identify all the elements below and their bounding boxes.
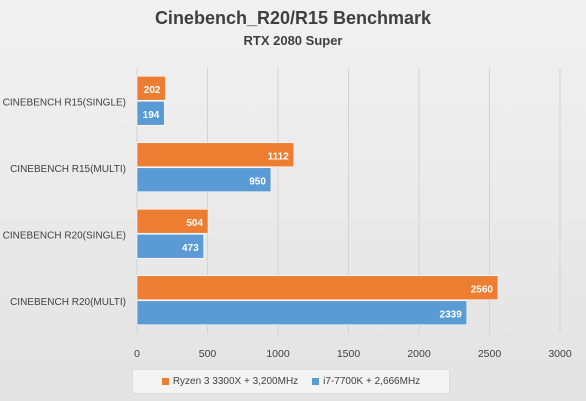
legend-swatch-series-0 — [161, 378, 169, 385]
bar-series-0-cat-1 — [136, 142, 295, 168]
data-label-series-1-cat-1: 950 — [249, 176, 266, 187]
data-label-series-0-cat-1: 1112 — [268, 151, 290, 162]
category-label-1: CINEBENCH R15(MULTI) — [10, 164, 126, 175]
chart-title: Cinebench_R20/R15 Benchmark — [154, 8, 432, 28]
x-tick-label-4: 2000 — [407, 348, 431, 360]
bar-series-1-cat-1 — [136, 167, 272, 193]
category-label-2: CINEBENCH R20(SINGLE) — [3, 230, 126, 241]
legend-label-series-1: i7-7700K + 2,666MHz — [323, 376, 421, 387]
legend-item-series-0: Ryzen 3 3300X + 3,200MHz — [161, 376, 299, 387]
x-tick-label-1: 500 — [199, 348, 217, 360]
x-tick-label-6: 3000 — [548, 348, 572, 360]
bar-series-1-cat-3 — [136, 300, 468, 326]
data-label-series-0-cat-2: 504 — [186, 218, 203, 229]
legend-swatch-series-1 — [312, 378, 320, 385]
legend: Ryzen 3 3300X + 3,200MHz i7-7700K + 2,66… — [132, 369, 450, 394]
legend-item-series-1: i7-7700K + 2,666MHz — [312, 376, 420, 387]
bar-series-1-cat-0 — [136, 100, 165, 126]
x-tick-label-3: 1500 — [337, 348, 361, 360]
data-label-series-0-cat-3: 2560 — [471, 284, 494, 295]
data-label-series-1-cat-2: 473 — [182, 243, 199, 254]
data-label-series-0-cat-0: 202 — [144, 85, 161, 96]
legend-label-series-0: Ryzen 3 3300X + 3,200MHz — [172, 376, 299, 387]
x-tick-label-2: 1000 — [266, 348, 290, 360]
chart-subtitle: RTX 2080 Super — [243, 33, 343, 48]
bar-series-0-cat-0 — [136, 75, 166, 101]
bar-series-0-cat-2 — [136, 208, 209, 234]
bar-series-0-cat-3 — [136, 275, 499, 301]
bar-series-1-cat-2 — [136, 233, 204, 259]
data-label-series-1-cat-0: 194 — [143, 110, 160, 121]
category-label-3: CINEBENCH R20(MULTI) — [10, 297, 126, 308]
data-label-series-1-cat-3: 2339 — [440, 309, 463, 320]
x-tick-label-0: 0 — [134, 348, 140, 360]
category-label-0: CINEBENCH R15(SINGLE) — [3, 97, 126, 108]
x-tick-label-5: 2500 — [478, 348, 502, 360]
